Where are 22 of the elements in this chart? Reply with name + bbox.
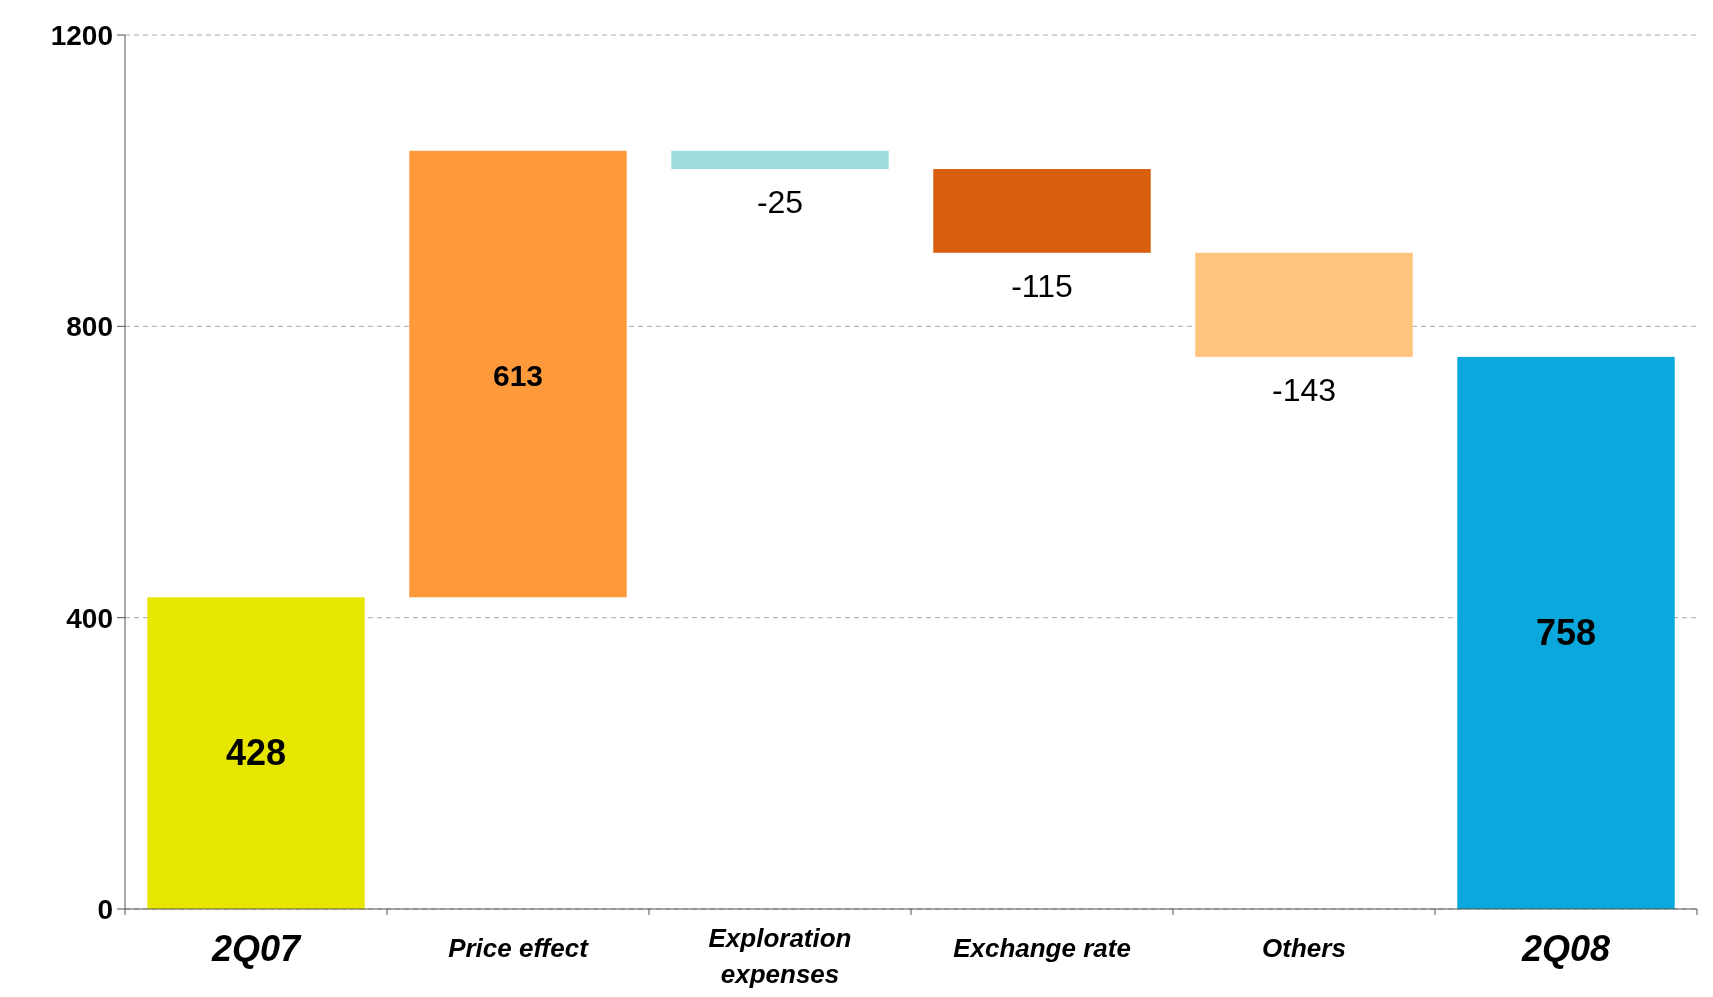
- x-tick-label: Others: [1262, 933, 1346, 963]
- x-tick-label: 2Q07: [210, 928, 303, 969]
- data-label: -115: [1011, 267, 1073, 304]
- data-label: 428: [225, 732, 287, 774]
- data-label: -143: [1271, 371, 1337, 408]
- y-tick-label: 400: [66, 602, 113, 634]
- data-label: -25: [756, 184, 804, 221]
- y-tick-label: 0: [97, 894, 113, 925]
- bar: [1195, 252, 1413, 357]
- x-tick-label: 2Q08: [1520, 928, 1611, 969]
- y-tick-label: 1200: [50, 20, 113, 51]
- data-label: 613: [492, 359, 544, 393]
- x-tick-label: Exploration expenses: [708, 923, 852, 989]
- bar: [671, 150, 889, 170]
- bar: [1457, 356, 1675, 909]
- bar: [409, 150, 627, 598]
- data-label: 758: [1535, 611, 1597, 653]
- x-tick-label: Price effect: [448, 933, 590, 963]
- bar: [147, 597, 365, 909]
- x-tick-label: Exchange rate: [953, 933, 1131, 963]
- y-tick-label: 800: [66, 311, 113, 343]
- bar: [933, 169, 1151, 253]
